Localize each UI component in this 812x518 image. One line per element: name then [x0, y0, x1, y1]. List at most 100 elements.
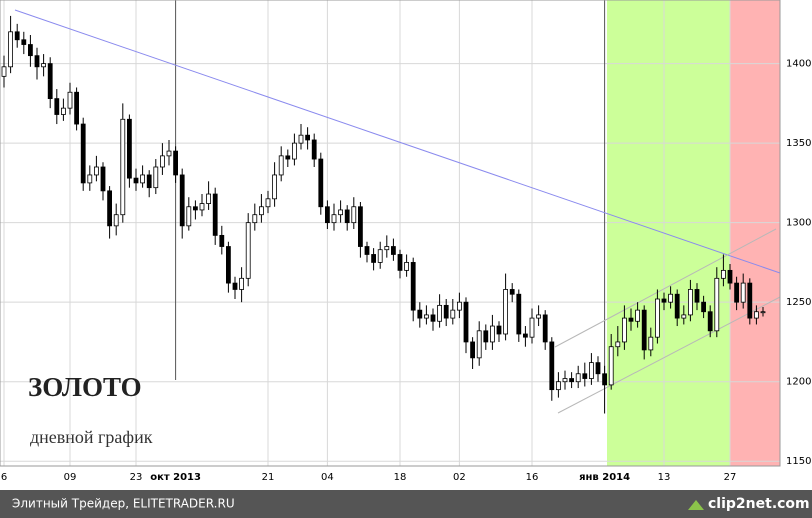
candle-body [199, 203, 205, 211]
x-tick-label: янв 2014 [579, 472, 630, 483]
candle-body [291, 142, 297, 160]
candle-body [252, 214, 258, 224]
candle-body [298, 134, 304, 144]
candle-body [186, 206, 192, 227]
candle-body [41, 63, 46, 68]
channel-lower [557, 296, 781, 414]
candle-body [688, 289, 693, 316]
candle-body [707, 311, 713, 332]
candle-body [463, 301, 469, 343]
candle-body [509, 289, 515, 295]
candle-body [87, 174, 93, 184]
y-tick-label: 1400 [786, 59, 811, 70]
x-tick-label: окт 2013 [150, 472, 201, 483]
candles [1, 15, 766, 414]
candle-body [67, 91, 73, 109]
candle-body [516, 293, 522, 335]
x-tick-label: 23 [130, 472, 143, 483]
x-tick-label: 04 [321, 472, 334, 483]
candle-body [734, 282, 739, 303]
candle-body [80, 123, 86, 184]
logo-icon [688, 500, 704, 510]
candle-body [351, 206, 357, 224]
candle-body [523, 333, 528, 338]
x-tick-label: 21 [262, 472, 275, 483]
candle-body [146, 174, 152, 189]
candle-body [562, 378, 568, 383]
candle-body [338, 209, 344, 216]
candle-body [1, 66, 7, 77]
trend-lines [14, 9, 781, 414]
chart-subtitle: дневной график [30, 427, 153, 447]
candle-body [423, 314, 429, 319]
candle-body [582, 373, 588, 379]
x-tick-label: 13 [658, 472, 671, 483]
candle-body [192, 206, 198, 211]
candle-body [153, 166, 159, 189]
candle-body [404, 262, 410, 271]
candle-body [529, 317, 535, 338]
candle-body [456, 301, 462, 311]
channel-upper [554, 228, 777, 348]
candle-body [94, 166, 99, 176]
candle-body [212, 193, 218, 236]
candle-body [8, 31, 14, 68]
candle-body [655, 298, 660, 338]
candle-body [595, 362, 601, 375]
candle-body [390, 246, 396, 255]
candle-body [608, 346, 614, 386]
candle-body [364, 246, 370, 255]
candle-body [635, 309, 640, 322]
highlight-red [730, 0, 780, 466]
candle-body [674, 293, 680, 319]
candle-body [14, 31, 20, 41]
candle-body [179, 174, 185, 227]
candle-body [615, 341, 621, 348]
grid [0, 0, 780, 466]
candle-body [232, 282, 238, 290]
candle-body [377, 249, 383, 263]
candle-body [285, 155, 291, 160]
candle-body [384, 246, 390, 251]
y-tick-label: 1150 [786, 456, 811, 467]
candle-body [371, 254, 377, 263]
candle-body [258, 206, 264, 216]
candle-body [61, 107, 66, 115]
candle-body [113, 214, 119, 227]
candle-body [648, 336, 654, 351]
candle-body [476, 330, 482, 359]
candle-body [437, 304, 443, 322]
candle-body [727, 269, 733, 284]
y-tick-label: 1350 [786, 138, 811, 149]
candle-body [489, 325, 495, 343]
x-tick-label: 16 [526, 472, 539, 483]
candle-body [159, 155, 165, 168]
y-tick-label: 1250 [786, 297, 811, 308]
candle-body [324, 206, 330, 224]
candle-body [622, 317, 627, 343]
candle-body [740, 282, 746, 303]
candle-body [239, 277, 245, 290]
candle-body [747, 282, 753, 319]
candle-body [74, 91, 79, 125]
candle-body [219, 234, 225, 247]
candle-body [694, 289, 700, 303]
watermark: clip2net.com [708, 496, 810, 512]
x-tick-label: 09 [64, 472, 77, 483]
candle-body [331, 214, 337, 224]
candle-body [721, 269, 726, 279]
candle-body [140, 174, 146, 184]
candle-body [760, 311, 766, 314]
candle-body [166, 150, 172, 157]
candle-body [470, 341, 476, 359]
footer-bar [0, 490, 812, 518]
candle-body [714, 277, 720, 332]
candle-body [430, 314, 436, 322]
candle-body [278, 155, 284, 176]
candle-body [569, 378, 574, 383]
candle-body [450, 309, 456, 319]
candle-body [628, 317, 634, 322]
candle-body [344, 209, 350, 224]
candle-body [305, 134, 311, 141]
